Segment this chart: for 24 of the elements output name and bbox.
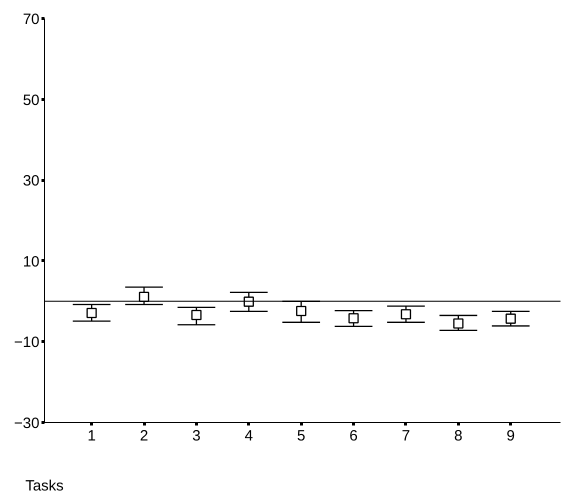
x-tick-label: 3 [192, 428, 201, 444]
y-tick-label: 10 [22, 253, 40, 270]
point [506, 314, 516, 324]
x-tick-label: 2 [140, 428, 148, 444]
point [453, 318, 464, 329]
y-tick-label: 30 [22, 172, 40, 190]
x-tick-label: 5 [297, 428, 306, 444]
y-tick-label: 70 [22, 11, 40, 28]
x-tick-label: 9 [506, 428, 515, 444]
x-axis-title: Tasks [25, 478, 64, 494]
x-tick-label: 1 [87, 428, 96, 444]
x-tick-label: 6 [349, 428, 358, 444]
point [138, 292, 150, 302]
point [296, 306, 306, 316]
y-tick-label: −10 [14, 334, 40, 352]
x-tick-label: 4 [244, 428, 253, 444]
y-tick-label: 50 [22, 92, 40, 109]
point [86, 308, 97, 318]
x-tick-label: 8 [454, 428, 463, 444]
x-tick-label: 7 [402, 428, 410, 444]
y-tick-label: −30 [14, 415, 40, 432]
point [191, 310, 202, 320]
point [348, 313, 359, 324]
point [400, 309, 412, 320]
